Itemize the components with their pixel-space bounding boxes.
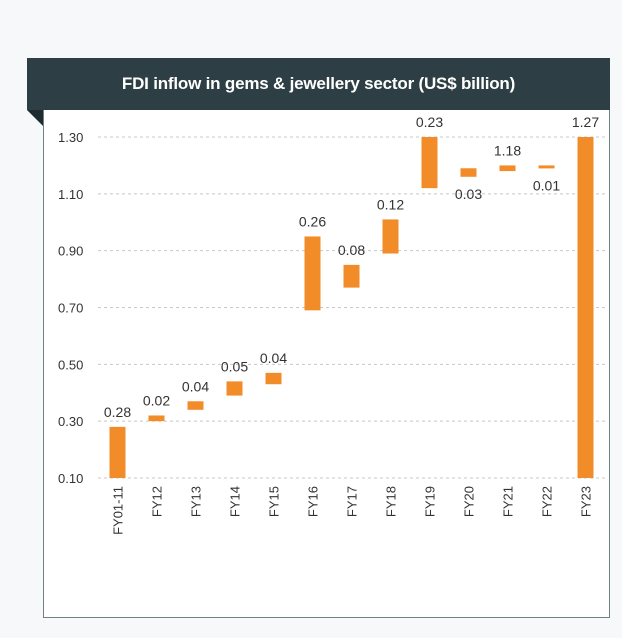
x-tick-label: FY23 (579, 486, 594, 517)
data-label: 1.27 (572, 114, 599, 130)
bar (148, 415, 165, 422)
data-label: 0.28 (104, 404, 131, 420)
x-tick-label: FY14 (228, 486, 243, 517)
y-tick-label: 0.30 (58, 414, 83, 429)
y-tick-label: 0.10 (58, 471, 83, 486)
data-label: 0.04 (260, 350, 287, 366)
x-tick-label: FY13 (189, 486, 204, 517)
bar (226, 381, 243, 396)
x-tick-label: FY15 (267, 486, 282, 517)
data-label: 0.05 (221, 358, 248, 374)
y-tick-label: 1.30 (58, 130, 83, 145)
bar (460, 168, 477, 177)
bar (577, 137, 594, 478)
bar (421, 137, 438, 189)
x-tick-label: FY22 (540, 486, 555, 517)
x-tick-label: FY16 (306, 486, 321, 517)
bar (304, 236, 321, 311)
bar (109, 426, 126, 478)
x-tick-label: FY01-11 (111, 486, 126, 535)
x-tick-label: FY20 (462, 486, 477, 517)
x-tick-label: FY21 (501, 486, 516, 517)
data-label: 0.23 (416, 114, 443, 130)
x-tick-label: FY12 (150, 486, 165, 517)
chart-title: FDI inflow in gems & jewellery sector (U… (121, 74, 516, 93)
title-fold-decoration (27, 110, 43, 126)
x-tick-label: FY19 (423, 486, 438, 517)
bar (382, 219, 399, 254)
bar (538, 165, 555, 169)
bar (343, 264, 360, 288)
y-tick-label: 0.50 (58, 357, 83, 372)
x-tick-label: FY18 (384, 486, 399, 517)
data-label: 0.12 (377, 196, 404, 212)
data-label: 0.02 (143, 392, 170, 408)
data-label: 0.01 (533, 177, 560, 193)
bar (499, 165, 516, 172)
y-tick-label: 1.10 (58, 187, 83, 202)
x-tick-label: FY17 (345, 486, 360, 517)
data-label: 0.26 (299, 213, 326, 229)
data-label: 0.03 (455, 186, 482, 202)
bar (187, 401, 204, 410)
chart-card (43, 58, 610, 618)
bar (265, 372, 282, 385)
y-tick-label: 0.90 (58, 244, 83, 259)
data-label: 0.04 (182, 378, 209, 394)
data-label: 0.08 (338, 242, 365, 258)
chart-title-bar: FDI inflow in gems & jewellery sector (U… (27, 58, 610, 110)
data-label: 1.18 (494, 142, 521, 158)
y-tick-label: 0.70 (58, 301, 83, 316)
